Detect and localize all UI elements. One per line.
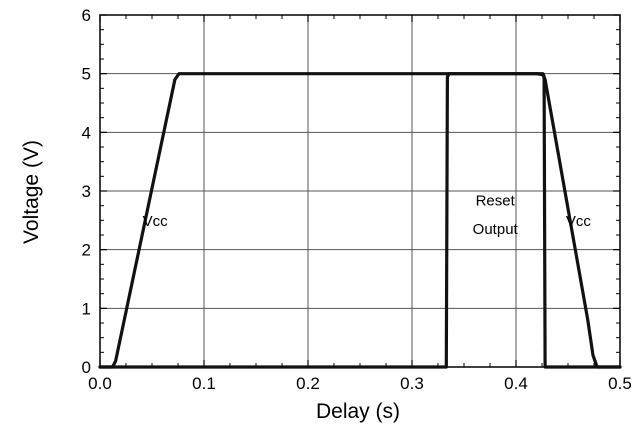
x-tick-labels: 0.0 0.1 0.2 0.3 0.4 0.5	[88, 374, 632, 393]
y-tick-label: 5	[82, 65, 91, 84]
annotation-reset_output_2: Output	[473, 221, 519, 238]
x-tick-label: 0.4	[504, 374, 528, 393]
annotation-vcc_fall: Vcc	[566, 213, 592, 230]
y-tick-label: 3	[82, 182, 91, 201]
y-axis-title: Voltage (V)	[20, 140, 43, 244]
x-tick-label: 0.5	[608, 374, 632, 393]
grid-lines	[100, 15, 620, 367]
annotation-vcc_rise: Vcc	[143, 213, 169, 230]
y-tick-labels: 0 1 2 3 4 5 6	[82, 6, 91, 377]
x-tick-label: 0.1	[192, 374, 216, 393]
x-tick-label: 0.2	[296, 374, 320, 393]
y-tick-label: 1	[82, 299, 91, 318]
annotations: Vcc Reset Output Vcc	[143, 193, 592, 238]
y-tick-label: 0	[82, 358, 91, 377]
y-tick-label: 2	[82, 241, 91, 260]
x-axis-title: Delay (s)	[316, 400, 400, 423]
series-line-reset_output	[98, 72, 622, 369]
x-tick-label: 0.0	[88, 374, 112, 393]
annotation-reset_output_1: Reset	[476, 193, 516, 210]
series-lines	[98, 72, 622, 369]
x-tick-label: 0.3	[400, 374, 424, 393]
y-tick-label: 4	[82, 123, 91, 142]
y-tick-label: 6	[82, 6, 91, 25]
series-line-vcc	[98, 72, 622, 369]
